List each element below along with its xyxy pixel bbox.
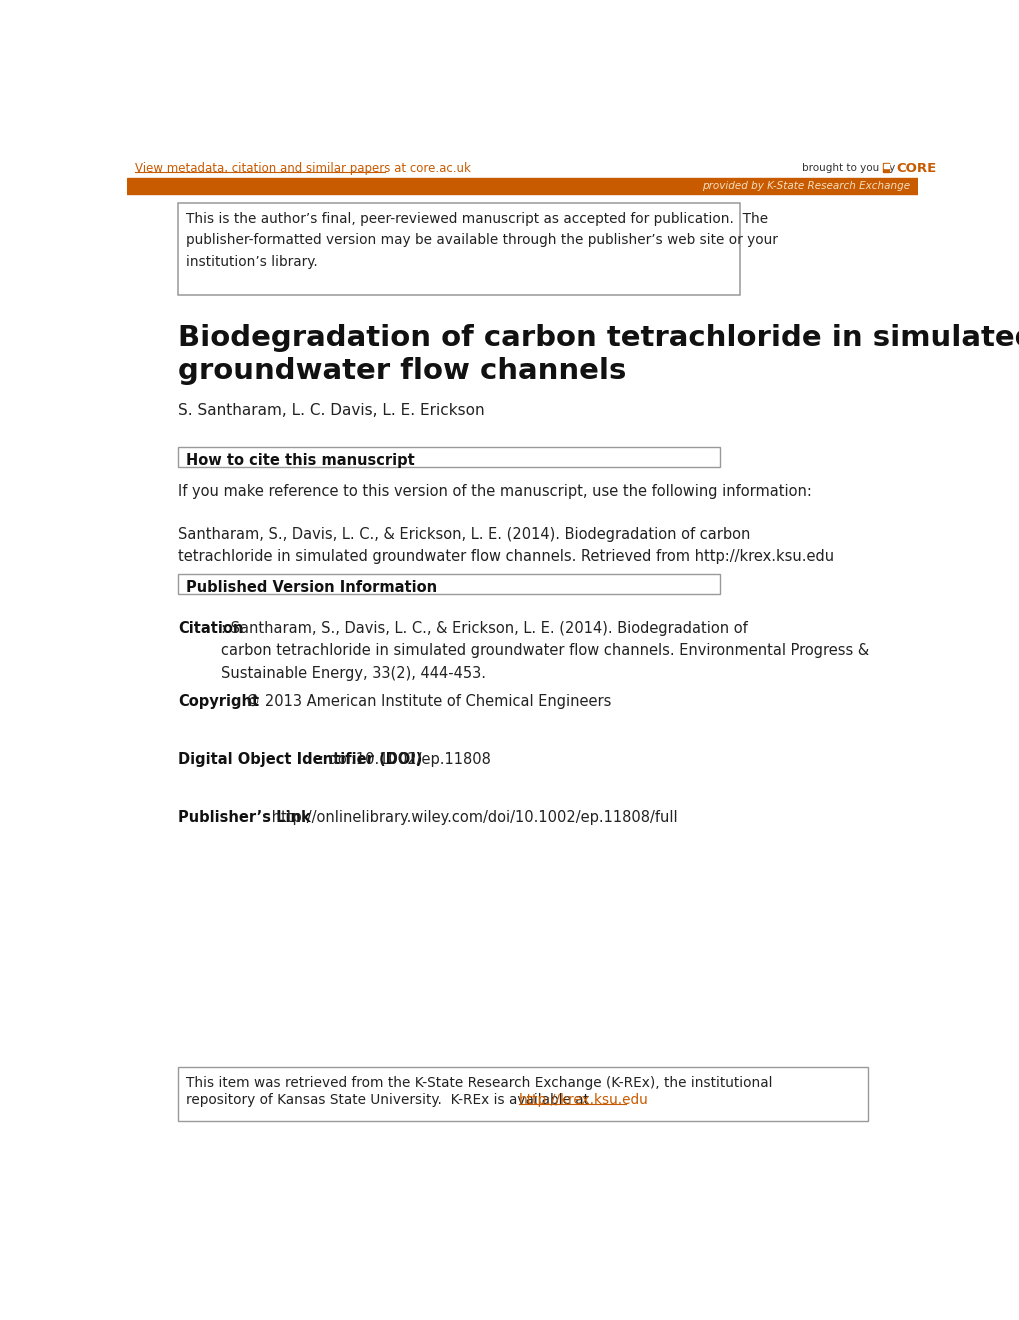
Text: How to cite this manuscript: How to cite this manuscript [185, 453, 414, 467]
Text: : © 2013 American Institute of Chemical Engineers: : © 2013 American Institute of Chemical … [235, 694, 610, 709]
Text: CORE: CORE [896, 162, 935, 176]
Text: Digital Object Identifier (DOI): Digital Object Identifier (DOI) [177, 752, 422, 767]
Text: http://krex.ksu.edu: http://krex.ksu.edu [519, 1093, 648, 1107]
FancyBboxPatch shape [177, 203, 739, 296]
Text: provided by K-State Research Exchange: provided by K-State Research Exchange [701, 181, 909, 191]
Bar [882, 164, 889, 173]
Text: View metadata, citation and similar papers at core.ac.uk: View metadata, citation and similar pape… [136, 162, 471, 176]
Text: Published Version Information: Published Version Information [185, 579, 436, 594]
Text: Biodegradation of carbon tetrachloride in simulated
groundwater flow channels: Biodegradation of carbon tetrachloride i… [177, 323, 1019, 385]
FancyBboxPatch shape [177, 574, 719, 594]
Text: Copyright: Copyright [177, 694, 259, 709]
Text: If you make reference to this version of the manuscript, use the following infor: If you make reference to this version of… [177, 484, 811, 499]
FancyBboxPatch shape [177, 1067, 867, 1121]
Bar [127, 178, 917, 194]
Text: This item was retrieved from the K-State Research Exchange (K-REx), the institut: This item was retrieved from the K-State… [185, 1076, 771, 1090]
Text: Santharam, S., Davis, L. C., & Erickson, L. E. (2014). Biodegradation of carbon
: Santharam, S., Davis, L. C., & Erickson,… [177, 527, 834, 565]
Text: Citation: Citation [177, 622, 243, 636]
Text: S. Santharam, L. C. Davis, L. E. Erickson: S. Santharam, L. C. Davis, L. E. Erickso… [177, 404, 484, 418]
Bar [883, 164, 888, 169]
Text: : http://onlinelibrary.wiley.com/doi/10.1002/ep.11808/full: : http://onlinelibrary.wiley.com/doi/10.… [261, 810, 677, 825]
Bar [127, 158, 917, 178]
Text: brought to you by: brought to you by [801, 164, 894, 173]
Text: Publisher’s Link: Publisher’s Link [177, 810, 311, 825]
Text: repository of Kansas State University.  K-REx is available at: repository of Kansas State University. K… [185, 1093, 592, 1107]
Text: : Santharam, S., Davis, L. C., & Erickson, L. E. (2014). Biodegradation of
carbo: : Santharam, S., Davis, L. C., & Erickso… [221, 622, 868, 681]
Text: This is the author’s final, peer-reviewed manuscript as accepted for publication: This is the author’s final, peer-reviewe… [185, 213, 776, 268]
Text: : doi:10.1002/ep.11808: : doi:10.1002/ep.11808 [319, 752, 490, 767]
FancyBboxPatch shape [177, 447, 719, 467]
